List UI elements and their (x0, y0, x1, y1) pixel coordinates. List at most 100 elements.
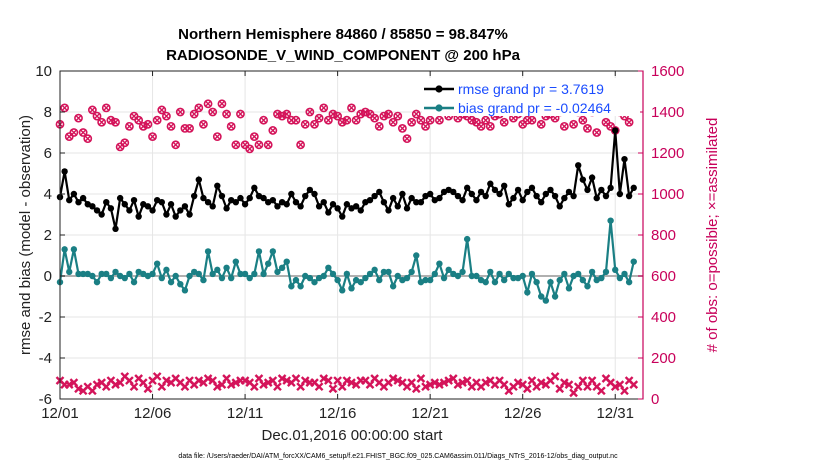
obs-assimilated-53 (300, 376, 310, 385)
point-rmse-65 (357, 207, 364, 214)
obs-possible-cross-47 (273, 110, 281, 118)
obs-assimilated-92 (481, 378, 491, 387)
point-bias-8 (93, 278, 101, 286)
point-bias-110 (565, 285, 573, 292)
obs-possible-cross-72 (389, 118, 397, 126)
obs-possible-3 (69, 128, 79, 137)
obs-possible-116 (592, 128, 602, 137)
point-bias-23 (163, 266, 170, 274)
point-bias-105 (542, 297, 550, 304)
obs-possible-10 (101, 103, 111, 113)
point-rmse-94 (491, 186, 499, 194)
obs-possible-48 (277, 111, 287, 121)
right-tick-label-1: 200 (651, 350, 676, 367)
point-bias-114 (584, 283, 591, 290)
point-rmse-54 (306, 186, 314, 194)
obs-possible-cross-123 (625, 118, 633, 126)
point-rmse-24 (167, 201, 175, 208)
point-bias-34 (214, 266, 221, 274)
obs-possible-cross-46 (269, 126, 277, 134)
point-rmse-51 (292, 199, 300, 206)
obs-possible-cross-78 (417, 116, 425, 124)
obs-possible-4 (74, 113, 83, 123)
obs-assimilated-109 (559, 378, 569, 387)
obs-possible-93 (485, 121, 495, 131)
obs-possible-73 (393, 111, 403, 121)
obs-assimilated-4 (74, 384, 83, 394)
point-rmse-2 (66, 196, 73, 204)
point-rmse-8 (93, 207, 101, 214)
obs-possible-cross-48 (278, 112, 286, 120)
point-bias-58 (325, 264, 332, 271)
point-rmse-99 (514, 186, 522, 194)
obs-possible-cross-21 (153, 116, 161, 124)
obs-possible-123 (624, 117, 634, 127)
point-rmse-92 (482, 192, 489, 200)
point-bias-65 (357, 278, 364, 286)
point-bias-80 (426, 276, 434, 284)
obs-possible-65 (356, 109, 366, 119)
point-bias-98 (510, 274, 517, 282)
point-bias-122 (621, 270, 628, 278)
obs-assimilated-122 (620, 386, 629, 396)
obs-possible-104 (536, 119, 546, 129)
obs-assimilated-80 (425, 380, 435, 389)
obs-possible-cross-45 (264, 141, 272, 149)
point-rmse-77 (413, 199, 420, 206)
point-rmse-116 (593, 194, 600, 202)
right-tick-label-3: 600 (651, 268, 676, 285)
point-bias-52 (297, 283, 304, 290)
point-rmse-35 (218, 192, 226, 200)
legend: rmse grand pr = 3.7619 bias grand pr = -… (422, 78, 640, 116)
obs-possible-cross-109 (560, 122, 568, 130)
point-rmse-46 (269, 196, 277, 204)
x-tick-label-1: 12/06 (134, 405, 172, 422)
obs-possible-68 (370, 113, 380, 123)
obs-assimilated-48 (277, 374, 287, 383)
point-rmse-47 (274, 203, 281, 210)
point-bias-11 (107, 274, 115, 282)
obs-assimilated-44 (259, 380, 268, 389)
point-rmse-120 (612, 127, 619, 134)
obs-possible-cross-17 (135, 116, 143, 124)
point-bias-54 (306, 274, 314, 282)
point-rmse-32 (204, 199, 212, 206)
point-bias-106 (547, 278, 554, 286)
obs-possible-35 (217, 99, 227, 109)
y-tick-label-0: -6 (39, 391, 52, 408)
point-bias-109 (561, 270, 568, 278)
point-rmse-20 (149, 207, 156, 214)
point-rmse-117 (598, 186, 605, 194)
point-rmse-4 (75, 199, 82, 206)
right-tick-label-4: 800 (651, 227, 676, 244)
obs-possible-cross-104 (537, 120, 545, 128)
point-bias-124 (630, 258, 637, 265)
obs-possible-49 (282, 109, 292, 119)
obs-possible-59 (328, 109, 338, 119)
point-rmse-33 (209, 203, 216, 210)
obs-possible-71 (384, 109, 393, 119)
point-rmse-69 (376, 188, 383, 196)
point-rmse-15 (126, 207, 133, 214)
point-bias-71 (385, 268, 392, 276)
legend-rmse-label: rmse grand pr = 3.7619 (458, 81, 604, 97)
point-rmse-5 (79, 194, 87, 202)
obs-possible-cross-53 (301, 120, 309, 128)
point-bias-38 (232, 258, 240, 265)
point-rmse-56 (315, 203, 323, 210)
point-bias-94 (491, 278, 499, 286)
obs-possible-cross-76 (408, 118, 416, 126)
point-bias-48 (278, 264, 286, 271)
point-rmse-89 (468, 190, 476, 198)
point-rmse-102 (528, 184, 536, 192)
obs-possible-cross-42 (250, 133, 258, 141)
point-rmse-100 (519, 196, 526, 204)
point-bias-44 (260, 270, 267, 278)
point-rmse-110 (565, 188, 573, 196)
point-bias-2 (66, 268, 73, 276)
obs-assimilated-72 (388, 374, 398, 383)
obs-assimilated-2 (64, 380, 74, 389)
point-rmse-113 (579, 176, 587, 183)
obs-assimilated-107 (550, 372, 560, 381)
obs-possible-34 (212, 132, 222, 141)
